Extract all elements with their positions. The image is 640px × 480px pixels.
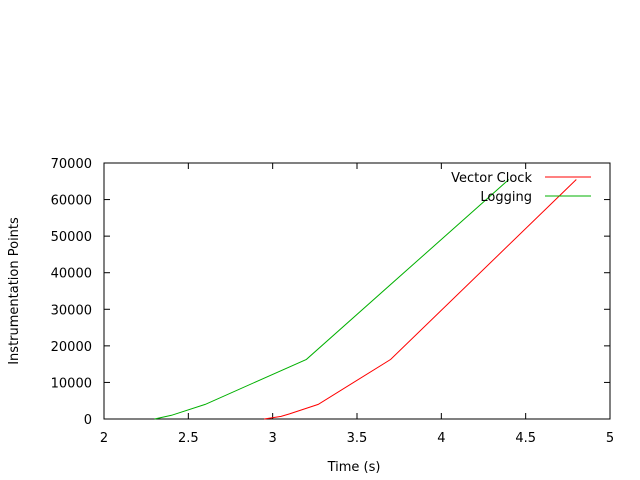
y-tick-label: 70000 (51, 157, 92, 172)
x-tick-label: 5 (606, 431, 614, 446)
y-tick-label: 50000 (51, 230, 92, 245)
axis-tick-labels: 2 2.5 3 3.5 4 4.5 5 0 10000 20000 30000 40000 50000 6… (51, 157, 615, 446)
x-tick-label: 3 (269, 431, 277, 446)
y-tick-label: 60000 (51, 194, 92, 209)
y-tick-label: 30000 (51, 303, 92, 318)
series-lines (154, 179, 577, 420)
x-tick-label: 4.5 (515, 431, 536, 446)
y-tick-label: 10000 (51, 376, 92, 391)
x-tick-label: 4 (437, 431, 445, 446)
y-tick-label: 20000 (51, 340, 92, 355)
axis-ticks (103, 162, 611, 420)
x-tick-label: 2 (100, 431, 108, 446)
series-line-logging (154, 179, 510, 420)
y-tick-label: 0 (84, 413, 92, 428)
x-axis-label: Time (s) (327, 460, 381, 475)
legend-label: Logging (480, 190, 532, 205)
y-axis-label: Instrumentation Points (7, 217, 22, 365)
x-tick-label: 2.5 (178, 431, 199, 446)
y-tick-label: 40000 (51, 267, 92, 282)
x-tick-label: 3.5 (347, 431, 368, 446)
legend: Vector Clock Logging (451, 171, 591, 205)
legend-label: Vector Clock (451, 171, 532, 186)
series-line-vector-clock (264, 179, 577, 420)
